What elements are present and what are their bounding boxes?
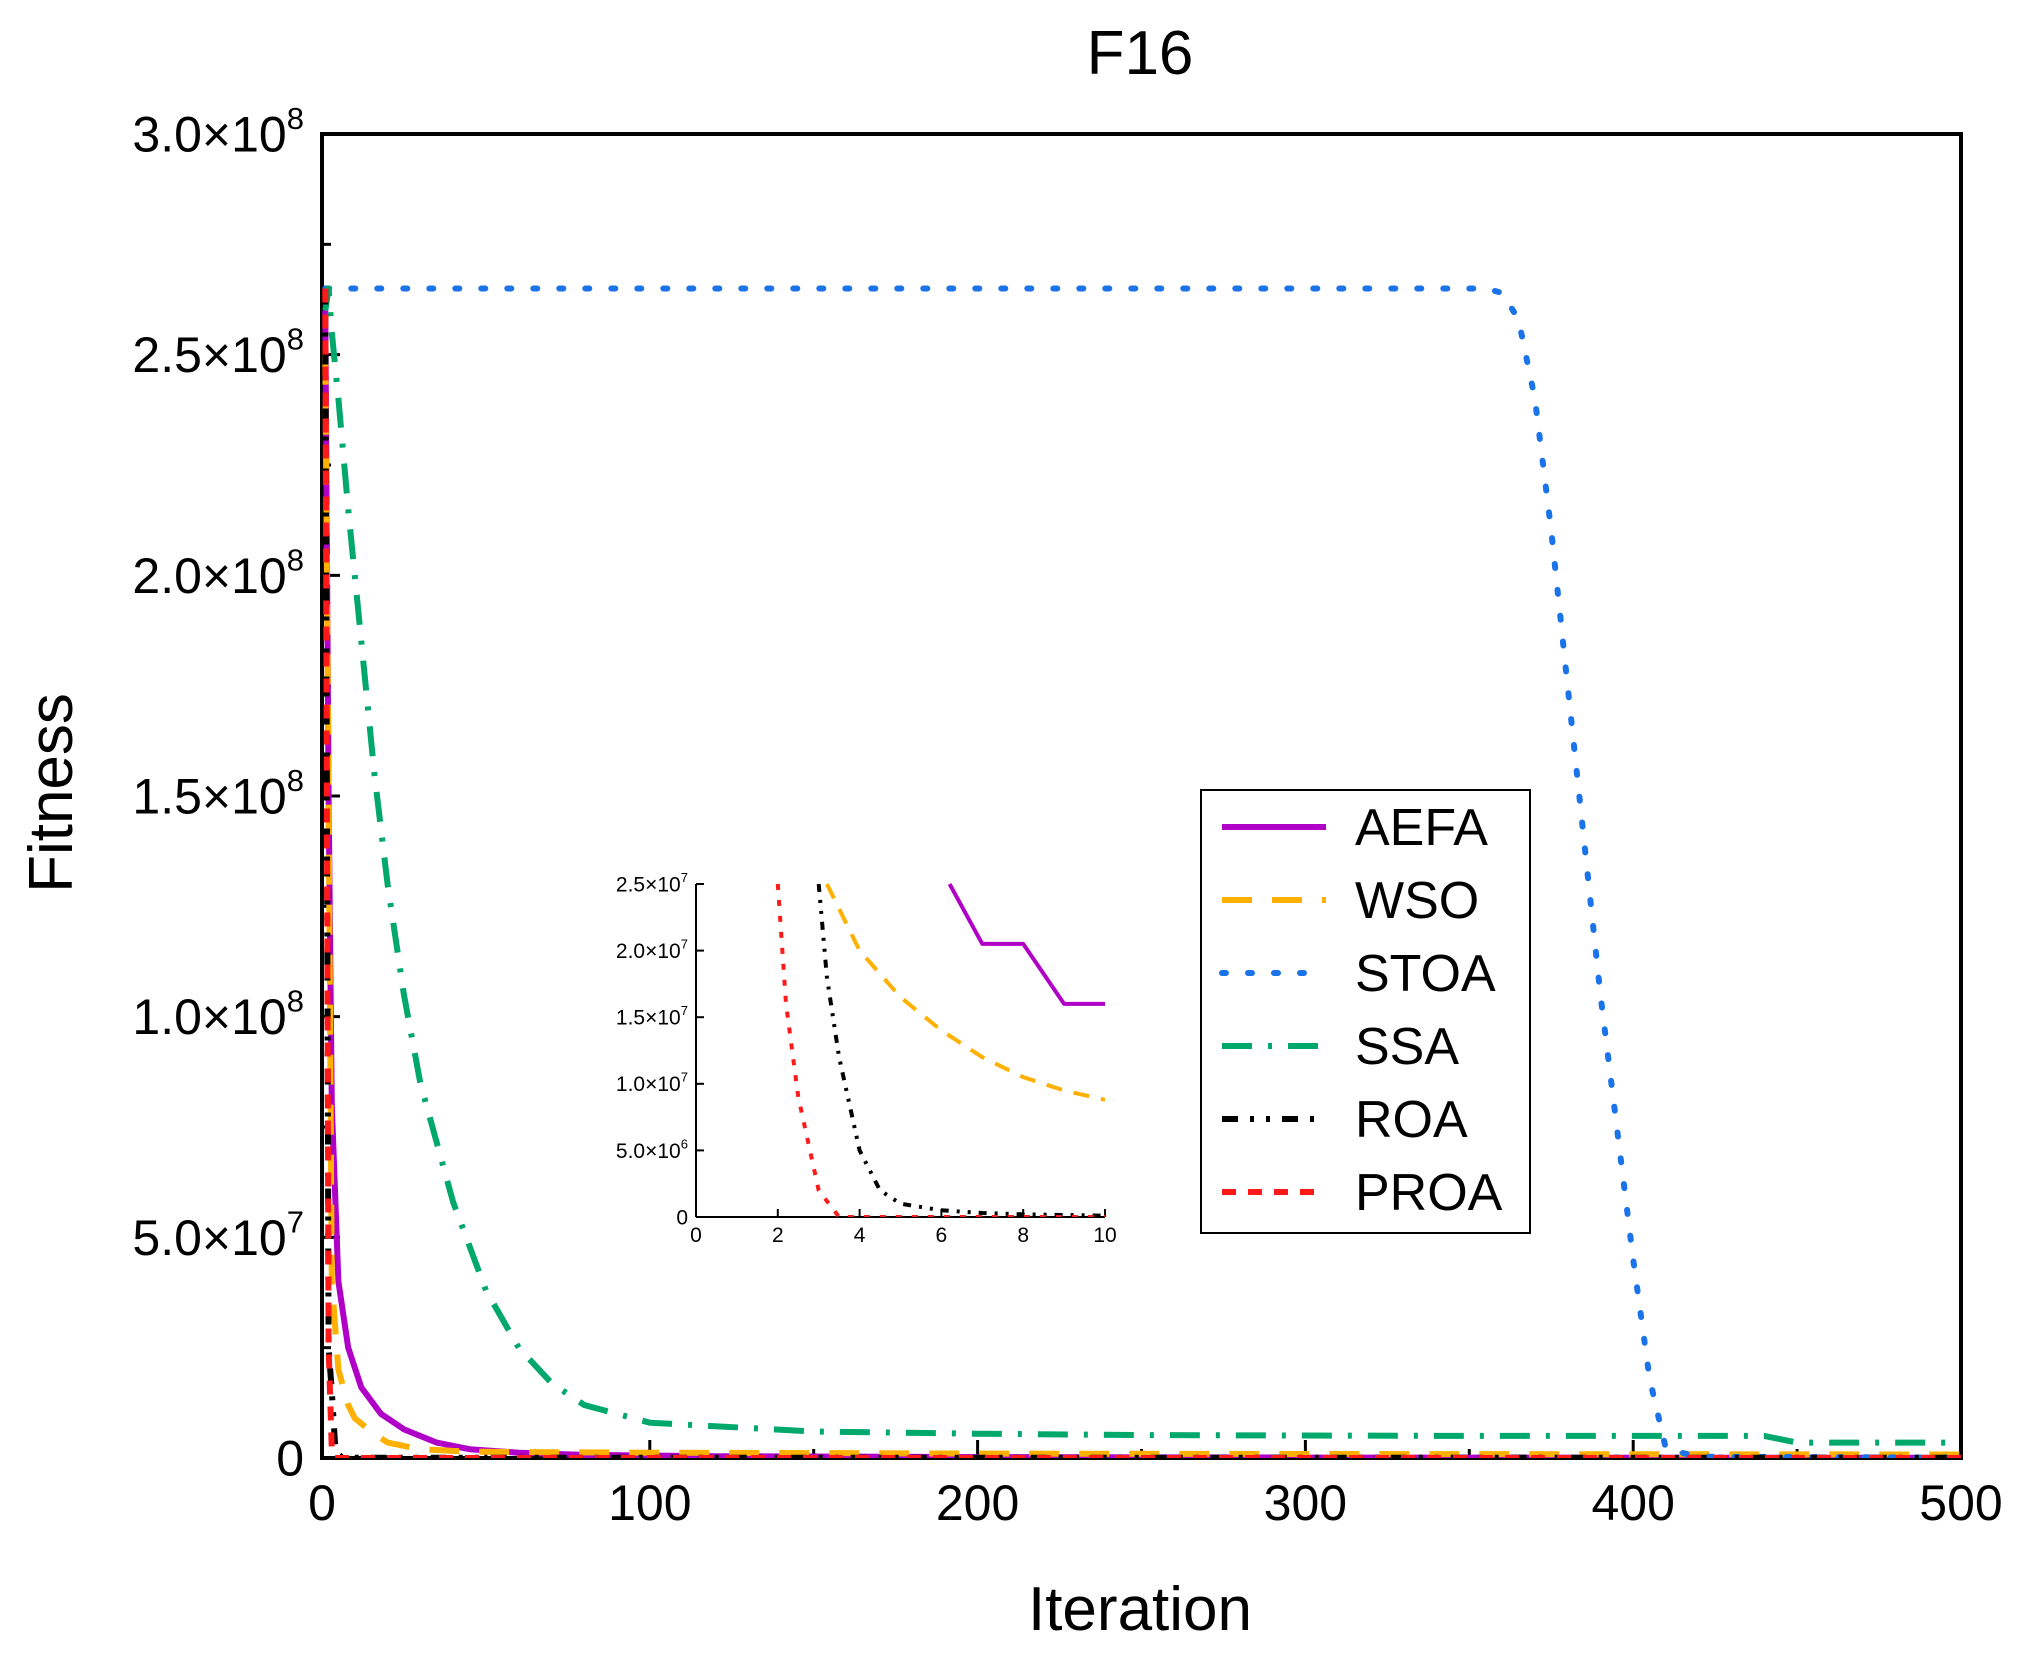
x-tick-label: 400	[1591, 1475, 1674, 1531]
legend-box	[1200, 789, 1531, 1234]
plot-frame	[320, 132, 1963, 1460]
inset-series-group	[775, 883, 1105, 1217]
x-axis-label: Iteration	[1028, 1575, 1252, 1644]
chart-title: F16	[1087, 19, 1194, 88]
inset-y-tick-label: 0	[676, 1206, 688, 1229]
series-aefa	[322, 310, 1961, 1458]
legend: AEFA WSO STOA SSA ROA PROA	[1200, 789, 1531, 1234]
inset-series-roa	[816, 883, 1105, 1217]
inset-series-aefa	[947, 883, 1105, 1006]
series-roa	[322, 288, 1961, 1458]
series-stoa	[322, 285, 1961, 1458]
y-tick-label: 2.5×108	[132, 322, 304, 384]
y-tick-label: 5.0×107	[132, 1204, 304, 1266]
main-series-group	[322, 285, 1961, 1458]
legend-label-wso: WSO	[1355, 872, 1479, 930]
legend-label-roa: ROA	[1355, 1091, 1468, 1149]
inset-x-tick-label: 10	[1093, 1224, 1116, 1247]
inset-x-tick-label: 2	[772, 1224, 784, 1247]
inset-y-tick-label: 1.0×107	[616, 1070, 688, 1096]
inset-y-tick-label: 2.5×107	[616, 870, 688, 896]
inset-y-tick-label: 2.0×107	[616, 937, 688, 963]
x-tick-label: 0	[308, 1475, 336, 1531]
x-tick-label: 100	[608, 1475, 691, 1531]
inset-plot: 0 2 4 6 8 10 0 5.0×106 1.0×107 1.5×107 2.0×107 2.5×…	[616, 870, 1117, 1247]
inset-x-tick-label: 6	[936, 1224, 948, 1247]
series-proa	[322, 288, 1961, 1458]
legend-label-aefa: AEFA	[1355, 799, 1488, 857]
series-wso	[322, 354, 1961, 1458]
main-plot: 0 100 200 300 400 50005.0×1071.0×1081.5×1082.…	[132, 101, 2002, 1531]
x-tick-label: 500	[1919, 1475, 2002, 1531]
y-tick-label: 1.5×108	[132, 763, 304, 825]
y-tick-label: 1.0×108	[132, 984, 304, 1046]
inset-series-wso	[825, 883, 1105, 1102]
inset-y-tick-label: 5.0×106	[616, 1136, 688, 1162]
legend-label-stoa: STOA	[1355, 945, 1496, 1003]
x-tick-label: 200	[936, 1475, 1019, 1531]
y-tick-label: 0	[276, 1431, 304, 1487]
inset-x-tick-label: 8	[1017, 1224, 1029, 1247]
series-ssa	[322, 285, 1961, 1446]
legend-label-ssa: SSA	[1355, 1018, 1459, 1076]
y-axis-label: Fitness	[17, 693, 86, 893]
inset-y-tick-label: 1.5×107	[616, 1003, 688, 1029]
inset-x-tick-label: 0	[690, 1224, 702, 1247]
x-tick-label: 300	[1264, 1475, 1347, 1531]
inset-series-proa	[775, 883, 1105, 1217]
inset-x-tick-label: 4	[854, 1224, 866, 1247]
y-tick-label: 3.0×108	[132, 101, 304, 163]
legend-label-proa: PROA	[1355, 1164, 1503, 1222]
y-tick-label: 2.0×108	[132, 542, 304, 604]
